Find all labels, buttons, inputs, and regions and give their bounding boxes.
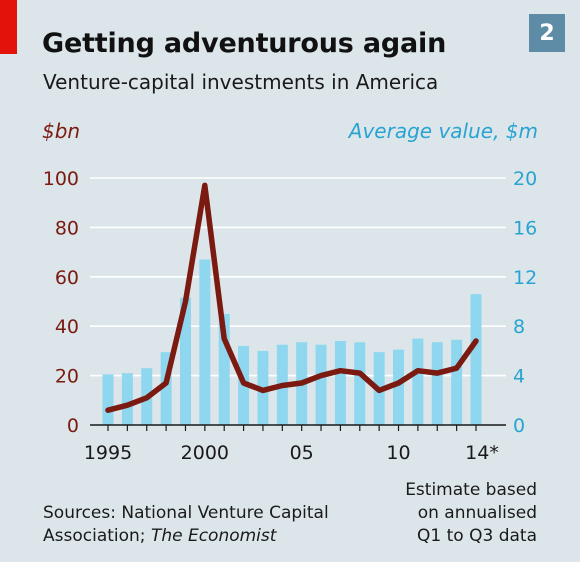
bar-2013 [451,339,463,425]
estimate-footnote: Estimate based on annualised Q1 to Q3 da… [405,479,537,548]
left-axis-unit: $bn [42,119,81,143]
bar-2000 [199,259,211,425]
source-line-2-italic: The Economist [150,526,277,546]
bar-2001 [218,313,230,425]
source-line-2: Association; The Economist [43,525,329,548]
left-tick-label: 0 [67,415,79,437]
left-tick-label: 20 [55,366,79,388]
bar-1999 [179,297,191,425]
bar-2011 [412,338,424,425]
bar-1995 [102,374,114,425]
bar-2014 [470,294,482,425]
footnote-line-1: Estimate based [405,480,537,500]
right-tick-label: 16 [513,217,537,239]
bar-1998 [160,352,172,425]
left-tick-label: 40 [55,316,79,338]
bar-2008 [354,342,366,425]
x-tick-label: 10 [386,442,410,464]
x-tick-label: 05 [290,442,314,464]
x-tick-label: 14* [465,442,499,464]
bar-2012 [431,342,443,425]
left-tick-label: 100 [43,168,79,190]
source-line-2-prefix: Association; [43,526,151,546]
bar-2007 [334,341,346,425]
right-tick-label: 20 [513,168,537,190]
bar-2006 [315,344,327,425]
brand-red-tab [0,0,17,54]
footnote-line-3: Q1 to Q3 data [417,526,537,546]
footnote-line-2: on annualised [417,503,537,523]
right-axis-unit: Average value, $m [348,119,538,143]
x-tick-label: 2000 [181,442,229,464]
right-tick-label: 4 [513,366,525,388]
right-tick-label: 12 [513,267,537,289]
chart-number-badge: 2 [529,14,565,52]
bar-1996 [121,373,133,425]
left-tick-label: 80 [55,217,79,239]
source-line-1: Sources: National Venture Capital [43,503,329,523]
line-series-investment [105,182,479,413]
source-note: Sources: National Venture Capital Associ… [43,502,329,548]
x-tick-label: 1995 [84,442,132,464]
chart-title: Getting adventurous again [42,28,447,59]
chart-subtitle: Venture-capital investments in America [43,70,439,94]
left-tick-label: 60 [55,267,79,289]
right-tick-label: 8 [513,316,525,338]
right-tick-label: 0 [513,415,525,437]
bar-2010 [393,349,405,425]
